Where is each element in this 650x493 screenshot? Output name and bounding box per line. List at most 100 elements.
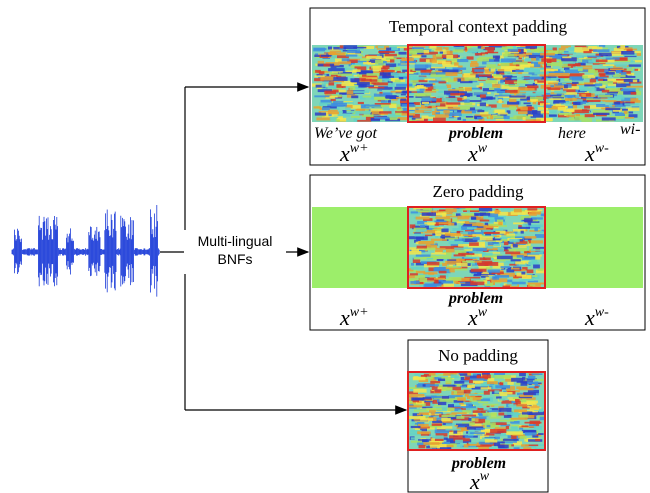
spec-streak	[530, 421, 541, 424]
spec-streak	[416, 210, 432, 212]
spec-streak	[524, 218, 532, 222]
spec-streak	[520, 91, 537, 93]
spec-streak	[445, 233, 461, 236]
spec-streak	[494, 88, 500, 91]
spec-streak	[456, 416, 464, 419]
spec-streak	[449, 241, 464, 244]
spec-streak	[391, 99, 397, 101]
spec-streak	[505, 84, 520, 86]
spec-streak	[435, 114, 449, 117]
spec-streak	[345, 107, 351, 110]
spec-streak	[461, 213, 474, 215]
spec-streak	[534, 426, 542, 430]
spec-streak	[502, 46, 513, 48]
spec-streak	[533, 102, 537, 105]
spec-streak	[584, 57, 587, 59]
spec-streak	[540, 53, 555, 56]
spec-streak	[515, 261, 525, 265]
spec-streak	[435, 217, 450, 219]
spec-streak	[417, 85, 424, 89]
spec-streak	[519, 373, 526, 377]
spec-streak	[491, 69, 496, 72]
spec-streak	[425, 275, 440, 277]
spec-streak	[523, 223, 528, 226]
spec-streak	[545, 93, 550, 95]
spec-streak	[482, 375, 491, 379]
spec-streak	[550, 95, 561, 97]
spec-streak	[493, 74, 501, 76]
spec-streak	[487, 50, 494, 53]
seg-sup: w+	[350, 141, 369, 156]
spec-streak	[504, 412, 520, 415]
spec-streak	[524, 103, 531, 105]
spec-streak	[635, 69, 639, 71]
spec-streak	[534, 383, 538, 385]
spec-streak	[636, 88, 639, 92]
spec-streak	[422, 439, 428, 442]
spec-streak	[377, 90, 382, 92]
spec-streak	[629, 64, 641, 66]
spec-streak	[511, 259, 521, 261]
spec-streak	[522, 257, 537, 260]
seg-base: x	[339, 305, 350, 330]
spec-streak	[480, 220, 490, 222]
spec-streak	[456, 263, 467, 266]
spec-streak	[469, 242, 479, 246]
spec-streak	[455, 88, 464, 90]
spec-streak	[343, 110, 347, 113]
spec-streak	[606, 58, 620, 60]
spec-streak	[320, 77, 333, 81]
spec-streak	[432, 111, 436, 115]
spec-streak	[626, 108, 640, 111]
spec-streak	[336, 119, 340, 121]
spec-streak	[378, 46, 384, 48]
spec-streak	[473, 248, 487, 251]
spec-streak	[454, 248, 471, 250]
spec-streak	[580, 88, 596, 92]
spec-streak	[469, 394, 486, 396]
spec-streak	[527, 86, 538, 89]
spec-streak	[483, 404, 499, 406]
spec-streak	[624, 103, 638, 105]
spec-streak	[523, 117, 526, 120]
spec-streak	[481, 387, 492, 389]
spec-streak	[427, 262, 440, 266]
spec-streak	[524, 392, 536, 395]
spec-streak	[520, 107, 527, 111]
spec-streak	[473, 411, 486, 413]
spec-streak	[470, 63, 479, 67]
spec-streak	[472, 234, 481, 237]
spec-streak	[319, 71, 325, 74]
spec-streak	[464, 99, 470, 102]
spec-streak	[454, 381, 464, 384]
spec-streak	[593, 49, 609, 52]
spec-streak	[509, 95, 525, 97]
spec-streak	[511, 426, 518, 429]
spec-streak	[494, 390, 499, 393]
seg-sup: w-	[595, 141, 609, 156]
spec-streak	[550, 85, 554, 87]
spec-streak	[399, 77, 403, 79]
spec-streak	[315, 113, 326, 116]
spec-streak	[478, 402, 488, 404]
spec-streak	[347, 90, 354, 94]
spec-streak	[525, 88, 535, 91]
spec-streak	[391, 91, 402, 93]
spec-streak	[528, 283, 545, 285]
waveform	[12, 205, 159, 297]
spec-streak	[391, 73, 408, 76]
spec-streak	[446, 381, 452, 384]
spec-streak	[614, 102, 620, 105]
spec-streak	[527, 270, 534, 274]
spec-streak	[526, 46, 538, 49]
spec-streak	[535, 439, 540, 441]
spec-streak	[411, 263, 414, 266]
spec-streak	[495, 217, 504, 219]
spec-streak	[424, 104, 428, 107]
spec-streak	[331, 103, 347, 107]
spec-streak	[576, 114, 580, 116]
spec-streak	[554, 91, 566, 94]
spec-streak	[421, 73, 429, 75]
spec-streak	[595, 83, 602, 86]
spec-streak	[314, 95, 330, 97]
